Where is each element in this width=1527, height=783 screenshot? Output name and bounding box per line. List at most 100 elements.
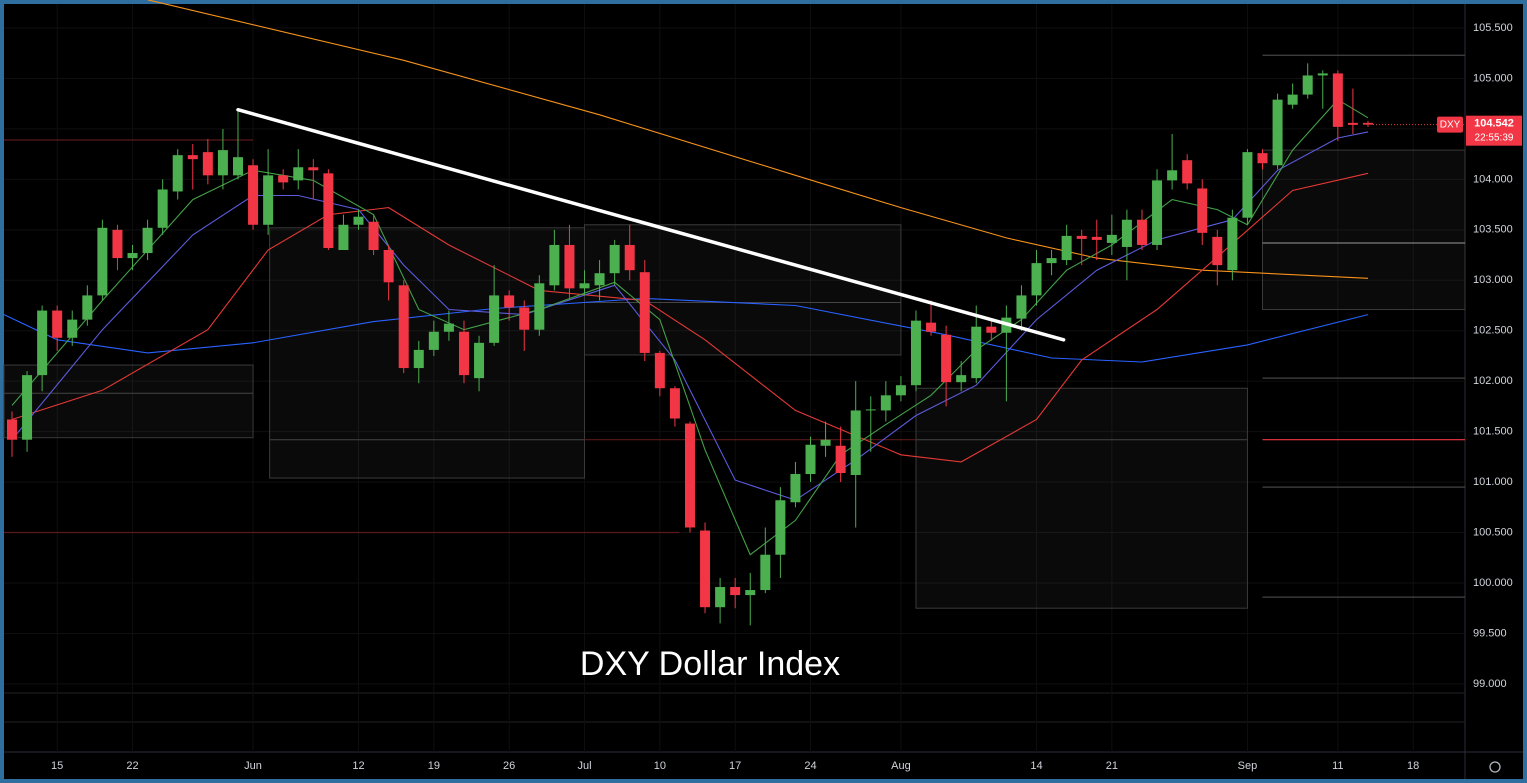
last-price-label: 104.542 (1474, 118, 1514, 130)
candle-body (609, 244, 620, 274)
candle-body (6, 419, 17, 440)
symbol-label: DXY (1440, 119, 1461, 130)
x-tick-label: 26 (503, 760, 515, 772)
candle-body (22, 375, 33, 440)
candle-body (1212, 236, 1223, 266)
candle-body (519, 307, 530, 330)
candle-body (428, 331, 439, 350)
candle-body (850, 410, 861, 476)
candle-body (142, 227, 153, 254)
candle-body (760, 554, 771, 591)
candle-body (1152, 180, 1163, 245)
x-tick-label: 10 (654, 760, 666, 772)
candle-body (383, 250, 394, 283)
y-tick-label: 99.000 (1473, 678, 1507, 690)
candle-body (669, 388, 680, 419)
candle-body (489, 295, 500, 343)
candle-body (805, 444, 816, 475)
candle-body (1046, 258, 1057, 264)
candle-body (1227, 217, 1238, 271)
candle-body (1257, 153, 1268, 164)
candle-body (52, 310, 63, 338)
candle-body (1167, 170, 1178, 181)
moving-average (11, 172, 1369, 463)
candle-body (564, 244, 575, 289)
y-tick-label: 100.000 (1473, 577, 1513, 589)
candle-body (956, 375, 967, 383)
candle-body (1182, 160, 1193, 184)
candle-body (157, 189, 168, 228)
settings-icon[interactable] (1489, 761, 1501, 773)
candle-body (579, 283, 590, 289)
candle-body (1242, 152, 1253, 218)
moving-average (147, 0, 1369, 279)
candle-body (443, 323, 454, 332)
y-tick-label: 102.500 (1473, 325, 1513, 337)
price-tag (1466, 115, 1522, 146)
candle-body (308, 167, 319, 171)
candle-body (474, 342, 485, 379)
candle-body (187, 155, 198, 160)
x-tick-label: Jun (244, 760, 262, 772)
y-tick-label: 103.000 (1473, 274, 1513, 286)
candle-body (835, 445, 846, 474)
candle-body (368, 221, 379, 251)
candle-body (1317, 73, 1328, 76)
candle-body (730, 587, 741, 596)
symbol-tag (1437, 116, 1463, 133)
candle-body (1287, 94, 1298, 105)
moving-average (11, 131, 1369, 501)
candle-body (323, 173, 334, 248)
x-tick-label: 18 (1407, 760, 1419, 772)
candle-body (263, 175, 274, 225)
candle-body (745, 590, 756, 596)
candle-body (112, 229, 123, 259)
candle-body (654, 352, 665, 389)
y-tick-label: 100.500 (1473, 526, 1513, 538)
candle-body (398, 285, 409, 369)
x-tick-label: 17 (729, 760, 741, 772)
candle-body (1272, 99, 1283, 166)
zone (584, 224, 902, 356)
candle-body (217, 150, 228, 176)
candle-body (1332, 73, 1343, 127)
x-tick-label: 22 (126, 760, 138, 772)
candle-body (82, 295, 93, 320)
candle-body (820, 439, 831, 446)
x-tick-label: 24 (804, 760, 816, 772)
candle-body (1362, 122, 1373, 125)
candle-body (971, 326, 982, 379)
zone (269, 227, 586, 479)
trendline (236, 107, 1066, 342)
zone (1262, 149, 1466, 311)
x-tick-label: 15 (51, 760, 63, 772)
y-tick-label: 101.500 (1473, 426, 1513, 438)
candle-body (624, 244, 635, 271)
x-tick-label: 14 (1030, 760, 1042, 772)
plot: 99.000 99.500 100.000 100.500 101.000 101.500… (3, 0, 1522, 772)
candle-body (97, 227, 108, 296)
countdown-label: 22:55:39 (1475, 132, 1514, 143)
candle-body (639, 272, 650, 353)
x-tick-label: 11 (1332, 760, 1343, 772)
candle-body (684, 423, 695, 528)
candle-body (1106, 234, 1117, 243)
candle-body (1061, 235, 1072, 261)
candle-body (534, 283, 545, 330)
candle-body (594, 273, 605, 286)
x-tick-label: Aug (891, 760, 911, 772)
candle-body (127, 253, 138, 259)
candle-body (504, 295, 515, 308)
candle-body (232, 157, 243, 176)
candle-body (458, 331, 469, 376)
candle-body (1016, 295, 1027, 319)
candle-body (1076, 235, 1087, 239)
y-tick-label: 105.500 (1473, 22, 1513, 34)
candle-body (1197, 188, 1208, 233)
zone (3, 364, 254, 439)
background (4, 4, 1523, 779)
candle-body (413, 349, 424, 369)
y-tick-label: 103.500 (1473, 224, 1513, 236)
candle-body (790, 474, 801, 503)
